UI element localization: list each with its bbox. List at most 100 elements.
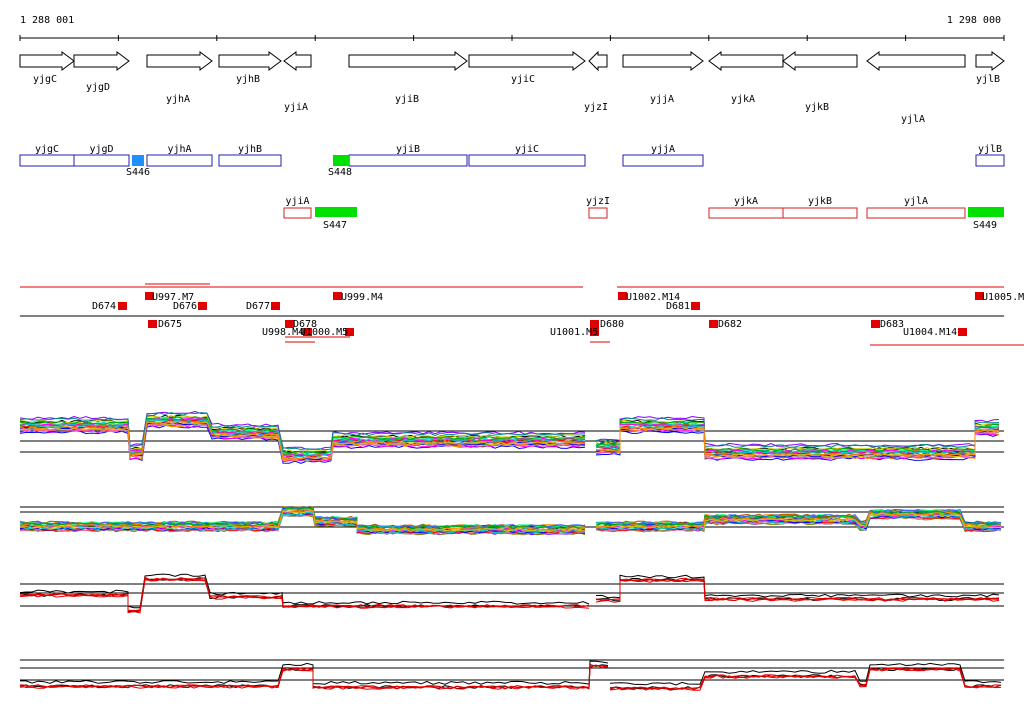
feature-marker bbox=[975, 292, 984, 300]
feature-label: U998.M4 bbox=[262, 327, 304, 338]
signal-line bbox=[595, 514, 1002, 531]
gene-label: yjhA bbox=[166, 94, 190, 105]
gene-arrow bbox=[283, 51, 312, 71]
signal-line bbox=[595, 425, 1000, 457]
signal-line bbox=[609, 662, 1002, 686]
feature-label: D681 bbox=[666, 301, 690, 312]
feature-label: D677 bbox=[246, 301, 270, 312]
gene-label: yjiA bbox=[284, 102, 308, 113]
feature-label: D678 bbox=[293, 319, 317, 330]
ruler-end: 1 298 000 bbox=[947, 15, 1001, 26]
gene-label: yjkA bbox=[731, 94, 755, 105]
feature-marker bbox=[618, 292, 627, 300]
feature-marker bbox=[285, 320, 294, 328]
signal-line bbox=[609, 667, 1002, 691]
gene-arrow bbox=[146, 51, 213, 71]
gene-label: yjgC bbox=[33, 74, 57, 85]
forward-label: yjhA bbox=[167, 144, 191, 155]
feature-label: D683 bbox=[880, 319, 904, 330]
forward-box bbox=[19, 154, 75, 167]
signal-line bbox=[595, 577, 1000, 602]
signal-line bbox=[595, 508, 1002, 525]
feature-marker bbox=[958, 328, 967, 336]
signal-line bbox=[20, 660, 609, 685]
gene-arrow bbox=[73, 51, 130, 71]
feature-marker bbox=[345, 328, 354, 336]
feature-marker bbox=[118, 302, 127, 310]
signal-line bbox=[19, 512, 586, 534]
feature-label: U999.M4 bbox=[341, 292, 383, 303]
feature-marker bbox=[198, 302, 207, 310]
site bbox=[315, 207, 357, 217]
feature-marker bbox=[145, 292, 154, 300]
reverse-label: yjzI bbox=[586, 196, 610, 207]
signal-line bbox=[19, 664, 609, 690]
reverse-box bbox=[782, 207, 858, 219]
feature-label: U1001.M5 bbox=[550, 327, 598, 338]
feature-marker bbox=[303, 328, 312, 336]
reverse-box bbox=[866, 207, 966, 219]
feature-marker bbox=[590, 328, 599, 336]
signal-line bbox=[19, 506, 586, 529]
gene-arrow bbox=[19, 51, 75, 71]
gene-label: yjlA bbox=[901, 114, 925, 125]
feature-marker bbox=[691, 302, 700, 310]
forward-box bbox=[975, 154, 1005, 167]
site bbox=[968, 207, 1004, 217]
forward-label: yjhB bbox=[238, 144, 262, 155]
feature-marker bbox=[590, 320, 599, 328]
signal-line bbox=[595, 423, 1000, 454]
forward-label: yjlB bbox=[978, 144, 1002, 155]
signal-line bbox=[19, 412, 586, 451]
feature-marker bbox=[148, 320, 157, 328]
feature-marker bbox=[709, 320, 718, 328]
signal-line bbox=[595, 578, 1000, 602]
feature-marker bbox=[271, 302, 280, 310]
signal-line bbox=[19, 664, 609, 690]
signal-line bbox=[19, 416, 586, 455]
site-label: S449 bbox=[973, 220, 997, 231]
site-label: S448 bbox=[328, 167, 352, 178]
reverse-label: yjlA bbox=[904, 196, 928, 207]
forward-label: yjjA bbox=[651, 144, 675, 155]
signal-line bbox=[19, 664, 609, 690]
gene-arrow bbox=[708, 51, 784, 71]
signal-line bbox=[595, 511, 1002, 528]
ruler-start: 1 288 001 bbox=[20, 15, 74, 26]
signal-line bbox=[19, 573, 590, 609]
feature-label: U997.M7 bbox=[152, 292, 194, 303]
gene-arrow bbox=[588, 50, 608, 72]
gene-label: yjkB bbox=[805, 102, 829, 113]
gene-arrow bbox=[348, 51, 468, 71]
reverse-label: yjkA bbox=[734, 196, 758, 207]
forward-label: yjgC bbox=[35, 144, 59, 155]
feature-label: D675 bbox=[158, 319, 182, 330]
signal-line bbox=[609, 667, 1002, 691]
gene-arrow bbox=[975, 51, 1005, 71]
site-label: S447 bbox=[323, 220, 347, 231]
signal-line bbox=[596, 427, 1000, 459]
gene-arrow bbox=[866, 51, 966, 71]
site-label: S446 bbox=[126, 167, 150, 178]
feature-label: D674 bbox=[92, 301, 116, 312]
signal-line bbox=[19, 418, 586, 457]
signal-line bbox=[595, 424, 1000, 455]
site bbox=[333, 155, 349, 166]
feature-label: D680 bbox=[600, 319, 624, 330]
reverse-box bbox=[708, 207, 784, 219]
feature-label: U1000.M5 bbox=[300, 327, 348, 338]
forward-box bbox=[218, 154, 282, 167]
signal-line bbox=[19, 507, 586, 530]
forward-box bbox=[622, 154, 704, 167]
signal-line bbox=[595, 417, 1000, 449]
gene-label: yjzI bbox=[584, 102, 608, 113]
feature-label: D676 bbox=[173, 301, 197, 312]
gene-arrow bbox=[468, 51, 586, 71]
gene-label: yjlB bbox=[976, 74, 1000, 85]
feature-label: D682 bbox=[718, 319, 742, 330]
gene-label: yjjA bbox=[650, 94, 674, 105]
feature-label: U1005.M bbox=[982, 292, 1024, 303]
gene-label: yjgD bbox=[86, 82, 110, 93]
signal-line bbox=[595, 577, 1000, 601]
